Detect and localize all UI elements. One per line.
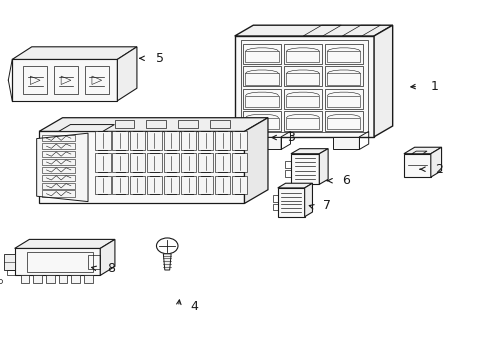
Polygon shape: [181, 176, 196, 194]
Polygon shape: [112, 176, 127, 194]
Polygon shape: [39, 118, 267, 131]
Polygon shape: [234, 25, 392, 36]
Polygon shape: [277, 183, 312, 188]
Polygon shape: [12, 47, 137, 59]
Polygon shape: [20, 275, 29, 283]
Polygon shape: [129, 131, 144, 150]
Polygon shape: [215, 131, 230, 150]
Polygon shape: [254, 137, 281, 149]
Polygon shape: [146, 131, 162, 150]
Polygon shape: [15, 248, 100, 275]
Polygon shape: [163, 176, 179, 194]
Polygon shape: [181, 153, 196, 172]
Polygon shape: [244, 118, 267, 203]
Text: 6: 6: [342, 174, 349, 187]
Polygon shape: [181, 131, 196, 150]
Polygon shape: [332, 137, 359, 149]
Text: 1: 1: [429, 80, 437, 93]
Polygon shape: [12, 59, 117, 101]
Polygon shape: [117, 47, 137, 101]
Polygon shape: [129, 176, 144, 194]
Polygon shape: [39, 131, 244, 203]
Polygon shape: [33, 275, 42, 283]
Polygon shape: [59, 275, 67, 283]
Polygon shape: [234, 36, 373, 137]
Polygon shape: [4, 254, 15, 270]
Text: 5: 5: [155, 52, 163, 65]
Polygon shape: [215, 176, 230, 194]
Polygon shape: [112, 131, 127, 150]
Polygon shape: [319, 149, 327, 184]
Polygon shape: [290, 154, 319, 184]
Polygon shape: [215, 153, 230, 172]
Polygon shape: [277, 188, 304, 217]
Polygon shape: [95, 176, 110, 194]
Polygon shape: [198, 176, 213, 194]
Polygon shape: [163, 131, 179, 150]
Text: 7: 7: [322, 199, 330, 212]
Polygon shape: [198, 153, 213, 172]
Polygon shape: [37, 133, 88, 202]
Polygon shape: [95, 153, 110, 172]
Text: 8: 8: [107, 262, 115, 275]
Polygon shape: [129, 153, 144, 172]
Polygon shape: [290, 149, 327, 154]
Text: 4: 4: [190, 300, 198, 313]
Polygon shape: [430, 147, 441, 177]
Polygon shape: [71, 275, 80, 283]
Polygon shape: [100, 239, 115, 275]
Polygon shape: [46, 275, 55, 283]
Polygon shape: [95, 131, 110, 150]
Text: 3: 3: [287, 131, 295, 144]
Polygon shape: [403, 147, 441, 154]
Polygon shape: [84, 275, 93, 283]
Polygon shape: [15, 239, 115, 248]
Polygon shape: [403, 154, 430, 177]
Polygon shape: [198, 131, 213, 150]
Polygon shape: [163, 153, 179, 172]
Polygon shape: [232, 176, 247, 194]
Polygon shape: [232, 131, 247, 150]
Polygon shape: [146, 176, 162, 194]
Polygon shape: [232, 153, 247, 172]
Polygon shape: [59, 125, 114, 131]
Polygon shape: [163, 254, 171, 270]
Polygon shape: [112, 153, 127, 172]
Polygon shape: [411, 151, 426, 154]
Polygon shape: [146, 153, 162, 172]
Text: 2: 2: [434, 163, 442, 176]
Polygon shape: [373, 25, 392, 137]
Polygon shape: [304, 183, 312, 217]
